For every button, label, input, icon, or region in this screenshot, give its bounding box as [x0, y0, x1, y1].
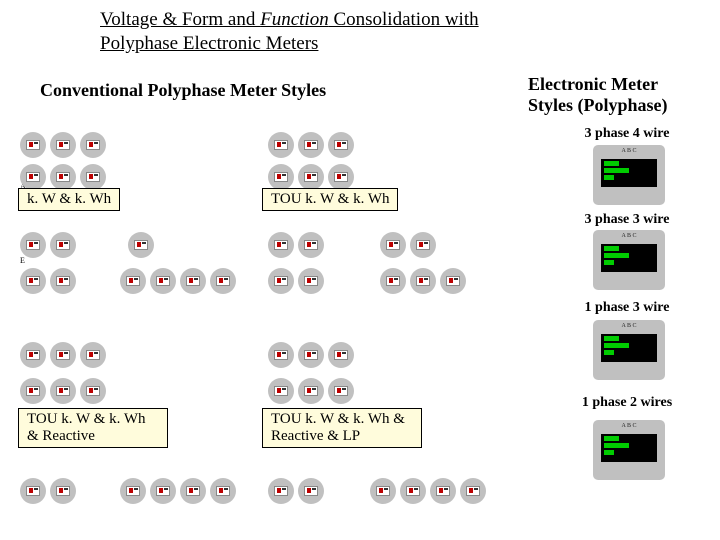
meter-icon	[268, 164, 294, 190]
meter-icon	[268, 342, 294, 368]
meter-row	[268, 132, 354, 158]
meter-row	[20, 342, 106, 368]
meter-icon	[400, 478, 426, 504]
emeter-phase-text: A B C	[621, 423, 636, 429]
meter-icon	[20, 378, 46, 404]
meter-icon	[180, 478, 206, 504]
meter-icon	[298, 132, 324, 158]
phase-label: 1 phase 3 wire	[562, 300, 692, 316]
meter-row	[20, 378, 106, 404]
meter-icon	[180, 268, 206, 294]
meter-row	[120, 478, 236, 504]
meter-icon	[50, 342, 76, 368]
meter-row	[120, 268, 236, 294]
phase-label: 3 phase 3 wire	[562, 212, 692, 228]
title-part-a: Voltage & Form and	[100, 9, 260, 30]
meter-icon	[150, 478, 176, 504]
meter-icon	[440, 268, 466, 294]
subtitle-right: Electronic Meter Styles (Polyphase)	[528, 74, 698, 115]
meter-icon	[430, 478, 456, 504]
meter-row	[268, 268, 324, 294]
meter-icon	[298, 232, 324, 258]
meter-icon	[298, 164, 324, 190]
meter-icon	[120, 478, 146, 504]
meter-row	[20, 478, 76, 504]
electronic-meter-icon: A B C	[593, 230, 665, 290]
emeter-display	[601, 434, 657, 462]
meter-icon	[20, 268, 46, 294]
emeter-phase-text: A B C	[621, 148, 636, 154]
meter-icon	[298, 478, 324, 504]
meter-row	[268, 378, 354, 404]
meter-icon	[80, 342, 106, 368]
meter-icon	[20, 132, 46, 158]
meter-icon	[298, 268, 324, 294]
meter-row	[20, 132, 106, 158]
electronic-meter-icon: A B C	[593, 420, 665, 480]
meter-icon	[328, 132, 354, 158]
meter-icon	[20, 164, 46, 190]
meter-row	[128, 232, 154, 258]
meter-icon	[298, 342, 324, 368]
emeter-display	[601, 334, 657, 362]
meter-icon	[20, 342, 46, 368]
meter-icon	[50, 378, 76, 404]
meter-icon	[50, 478, 76, 504]
meter-icon	[370, 478, 396, 504]
meter-icon	[210, 268, 236, 294]
meter-icon	[328, 378, 354, 404]
meter-icon	[120, 268, 146, 294]
meter-icon	[328, 164, 354, 190]
meter-row	[268, 232, 324, 258]
meter-row	[20, 164, 106, 190]
meter-icon	[410, 232, 436, 258]
meter-icon	[380, 232, 406, 258]
meter-row	[370, 478, 486, 504]
emeter-display	[601, 244, 657, 272]
emeter-phase-text: A B C	[621, 233, 636, 239]
electronic-meter-icon: A B C	[593, 320, 665, 380]
phase-label: 1 phase 2 wires	[562, 395, 692, 411]
meter-icon	[268, 232, 294, 258]
meter-icon	[50, 232, 76, 258]
meter-row	[20, 268, 76, 294]
meter-icon	[298, 378, 324, 404]
meter-icon	[80, 378, 106, 404]
meter-icon	[80, 132, 106, 158]
meter-icon	[20, 478, 46, 504]
category-label: k. W & k. Wh	[18, 188, 120, 211]
meter-row	[268, 342, 354, 368]
meter-icon	[80, 164, 106, 190]
meter-row	[380, 232, 436, 258]
meter-icon	[210, 478, 236, 504]
meter-icon	[50, 268, 76, 294]
category-label: TOU k. W & k. Wh & Reactive	[18, 408, 168, 448]
meter-icon	[128, 232, 154, 258]
meter-icon	[410, 268, 436, 294]
meter-row	[20, 232, 76, 258]
meter-icon	[50, 164, 76, 190]
emeter-phase-text: A B C	[621, 323, 636, 329]
meter-row	[380, 268, 466, 294]
meter-icon	[268, 132, 294, 158]
emeter-display	[601, 159, 657, 187]
meter-icon	[50, 132, 76, 158]
phase-label: 3 phase 4 wire	[562, 126, 692, 142]
meter-icon	[328, 342, 354, 368]
meter-icon	[268, 478, 294, 504]
page-title: Voltage & Form and Function Consolidatio…	[100, 8, 520, 56]
subtitle-left: Conventional Polyphase Meter Styles	[40, 80, 326, 101]
meter-icon	[380, 268, 406, 294]
electronic-meter-icon: A B C	[593, 145, 665, 205]
meter-icon	[20, 232, 46, 258]
title-part-b: Function	[260, 9, 329, 30]
meter-icon	[268, 378, 294, 404]
meter-icon	[268, 268, 294, 294]
meter-icon	[460, 478, 486, 504]
meter-row	[268, 478, 324, 504]
category-label: TOU k. W & k. Wh	[262, 188, 398, 211]
meter-icon	[150, 268, 176, 294]
category-label: TOU k. W & k. Wh & Reactive & LP	[262, 408, 422, 448]
meter-row	[268, 164, 354, 190]
